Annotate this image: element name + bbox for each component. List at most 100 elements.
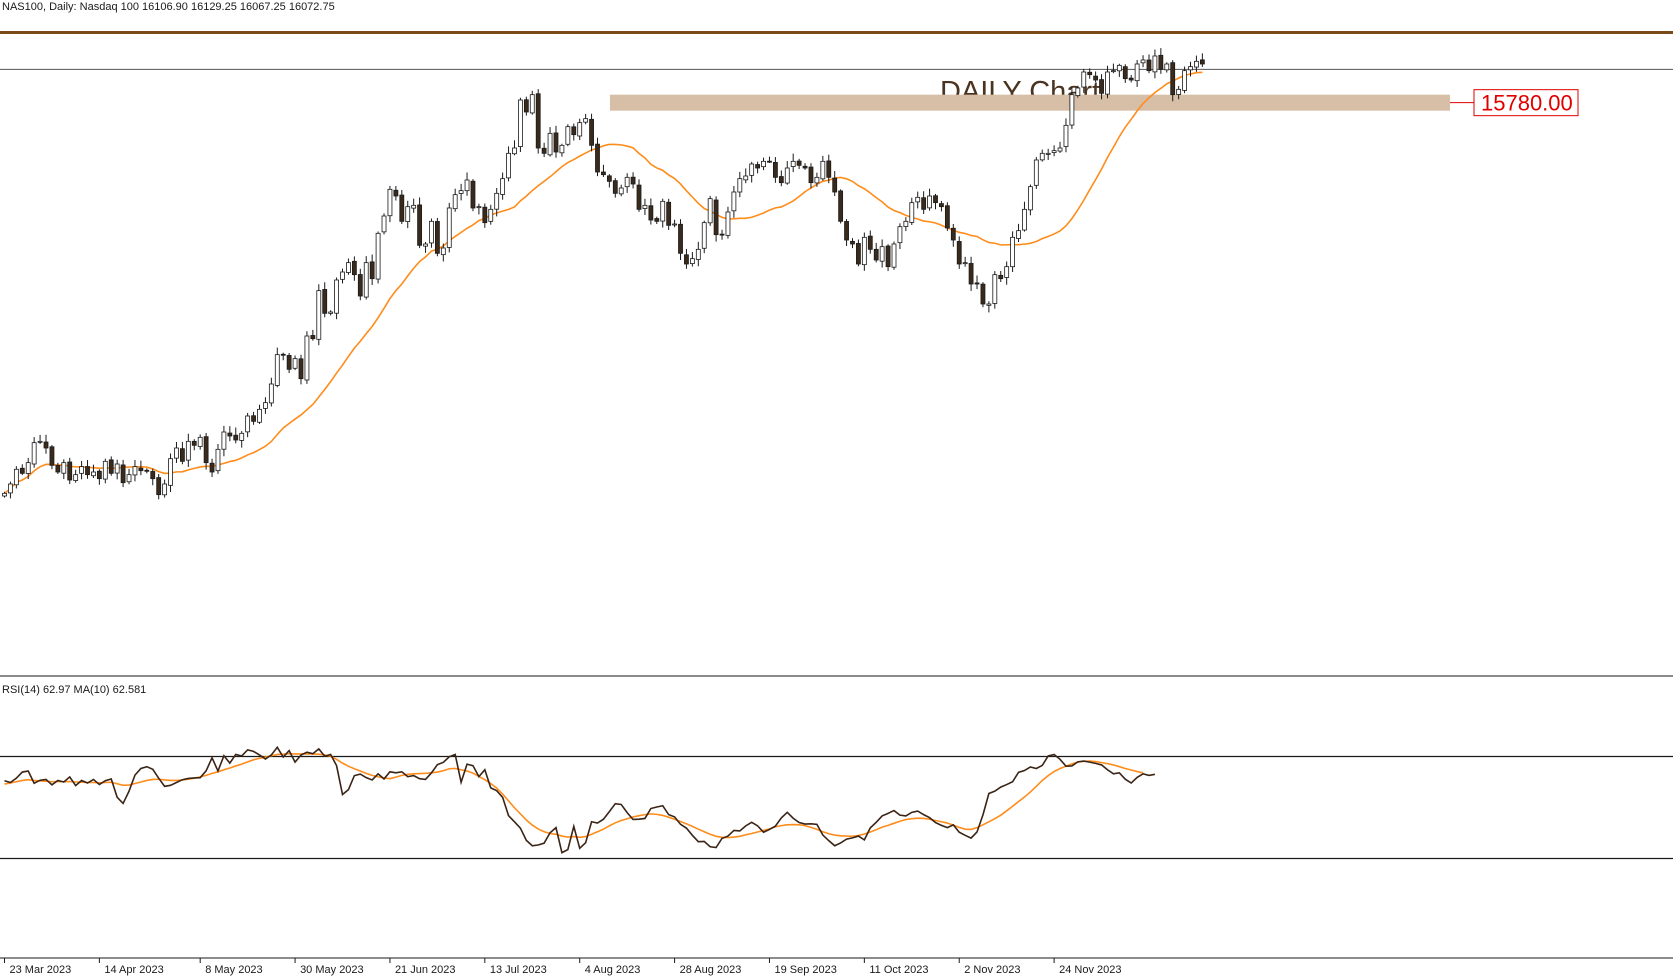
candle-body bbox=[298, 358, 304, 380]
candle bbox=[565, 124, 571, 147]
candle-body bbox=[91, 471, 96, 477]
candle-body bbox=[790, 160, 796, 167]
candle bbox=[268, 377, 274, 407]
candle bbox=[897, 223, 903, 250]
candle bbox=[891, 241, 897, 270]
rsi-lines-group bbox=[4, 745, 1156, 854]
candle bbox=[399, 190, 405, 224]
level-label-box[interactable] bbox=[1473, 89, 1579, 117]
candle-body bbox=[429, 220, 434, 244]
candle-body bbox=[944, 205, 950, 229]
candle-body bbox=[96, 470, 102, 480]
candle bbox=[921, 191, 927, 214]
candle bbox=[132, 460, 138, 482]
candle bbox=[96, 469, 102, 485]
candle bbox=[162, 479, 168, 498]
candle bbox=[761, 157, 766, 171]
rsi-line bbox=[4, 745, 1156, 854]
candle-body bbox=[334, 279, 339, 314]
candle-body bbox=[856, 243, 861, 265]
candle bbox=[618, 184, 624, 197]
candle-body bbox=[37, 440, 43, 443]
candle bbox=[589, 113, 594, 152]
candle bbox=[1170, 60, 1176, 102]
candle-body bbox=[642, 204, 648, 209]
candle-body bbox=[322, 289, 328, 314]
candle-body bbox=[773, 161, 778, 178]
candle bbox=[915, 191, 921, 209]
candle bbox=[197, 434, 203, 450]
candle bbox=[1087, 68, 1093, 79]
candle bbox=[417, 197, 423, 249]
symbol-info-text: NAS100, Daily: Nasdaq 100 16106.90 16129… bbox=[2, 1, 335, 13]
candle-body bbox=[927, 195, 932, 209]
candle-body bbox=[897, 226, 903, 244]
candle-body bbox=[31, 442, 37, 465]
candle-body bbox=[1176, 88, 1182, 95]
candle bbox=[832, 171, 838, 196]
candle bbox=[1022, 201, 1027, 232]
candle-body bbox=[280, 353, 286, 356]
candle-body bbox=[79, 466, 84, 474]
candle bbox=[879, 239, 885, 268]
candle bbox=[79, 460, 84, 480]
candle-body bbox=[233, 434, 239, 441]
candle-body bbox=[802, 165, 808, 169]
candle bbox=[351, 256, 357, 281]
candle bbox=[405, 200, 411, 229]
candle bbox=[624, 173, 630, 193]
candle-body bbox=[939, 203, 944, 208]
candle-body bbox=[257, 408, 262, 423]
candle bbox=[808, 163, 814, 189]
candle-body bbox=[197, 436, 203, 447]
candle bbox=[1081, 68, 1087, 93]
candle bbox=[535, 89, 541, 154]
candle-body bbox=[268, 383, 274, 404]
candle-body bbox=[114, 463, 120, 474]
candle bbox=[251, 411, 256, 425]
candle-body bbox=[304, 335, 310, 381]
candle bbox=[191, 439, 197, 451]
candle-body bbox=[494, 192, 500, 210]
candle bbox=[998, 270, 1004, 282]
candle bbox=[298, 354, 304, 385]
candle-body bbox=[185, 440, 191, 461]
candle-body bbox=[1134, 63, 1140, 82]
x-tick-label: 8 May 2023 bbox=[205, 964, 262, 976]
candle bbox=[583, 113, 589, 125]
candle-body bbox=[292, 358, 298, 369]
candle-body bbox=[286, 355, 292, 370]
candle-body bbox=[239, 432, 245, 441]
candle-body bbox=[150, 471, 156, 480]
candle bbox=[933, 193, 938, 210]
candle bbox=[867, 230, 873, 254]
candle-body bbox=[434, 221, 440, 254]
candle-body bbox=[1111, 70, 1116, 73]
candle-body bbox=[1128, 77, 1134, 81]
candlestick-group bbox=[2, 48, 1205, 500]
candle bbox=[980, 282, 986, 308]
candle-body bbox=[209, 462, 215, 473]
candle-body bbox=[749, 163, 755, 176]
candle bbox=[286, 353, 292, 374]
candle-body bbox=[1158, 54, 1164, 70]
candle-body bbox=[796, 160, 802, 166]
candle bbox=[85, 460, 90, 479]
candle-body bbox=[1099, 79, 1104, 94]
candle bbox=[1004, 261, 1010, 285]
candle bbox=[856, 239, 861, 267]
candle bbox=[512, 140, 517, 156]
candle bbox=[601, 164, 606, 177]
candle bbox=[411, 198, 417, 213]
candle bbox=[814, 172, 820, 187]
candle bbox=[701, 220, 707, 254]
candle-body bbox=[120, 464, 126, 484]
candle bbox=[1188, 61, 1193, 77]
candle-body bbox=[648, 205, 654, 221]
candle-body bbox=[102, 460, 108, 480]
candle-body bbox=[168, 458, 173, 486]
candle-body bbox=[903, 220, 909, 227]
candle-body bbox=[458, 190, 464, 194]
candle bbox=[304, 331, 310, 384]
candle bbox=[547, 127, 553, 157]
